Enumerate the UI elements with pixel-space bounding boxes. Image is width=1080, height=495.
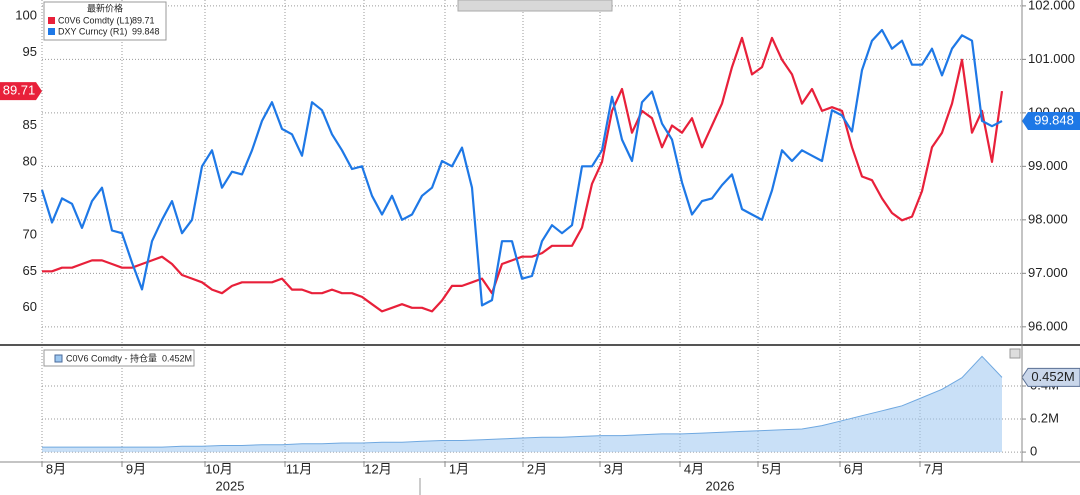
- y-tick-label: 70: [23, 226, 37, 241]
- legend: [43, 1, 167, 41]
- x-tick-label: 7月: [924, 461, 944, 476]
- y-tick-label: 0: [1030, 444, 1037, 459]
- x-tick-label: 11月: [286, 461, 313, 476]
- legend: [43, 349, 195, 367]
- x-tick-label: 9月: [126, 461, 146, 476]
- last-value-label: 89.71: [3, 83, 36, 98]
- last-value-label: 0.452M: [1031, 369, 1074, 384]
- line-series: [42, 36, 1004, 313]
- legend-swatch: [48, 17, 55, 24]
- marks-layer: [40, 28, 1004, 453]
- last-value-tag: [1021, 367, 1080, 387]
- y-tick-label: 75: [23, 190, 37, 205]
- x-tick-label: 3月: [604, 461, 624, 476]
- legend-swatch: [48, 28, 55, 35]
- year-label: 2026: [706, 478, 735, 493]
- y2-tick-label: 98.000: [1028, 211, 1068, 226]
- legend-label: C0V6 Comdty - 持仓量: [66, 352, 157, 363]
- y2-tick-label: 99.000: [1028, 158, 1068, 173]
- legend-value: 0.452M: [162, 353, 192, 363]
- y2-tick-label: 102.000: [1028, 0, 1075, 12]
- x-tick-label: 1月: [449, 461, 469, 476]
- year-label: 2025: [216, 478, 245, 493]
- x-tick-label: 5月: [762, 461, 782, 476]
- legend-label: DXY Curncy (R1): [58, 26, 127, 36]
- legend-title: 最新价格: [87, 2, 123, 13]
- last-value-tag: [1022, 111, 1080, 130]
- x-tick-label: 4月: [684, 461, 704, 476]
- x-tick-label: 2月: [527, 461, 547, 476]
- legend-swatch: [54, 354, 63, 363]
- y2-tick-label: 101.000: [1028, 51, 1075, 66]
- y-tick-label: 60: [23, 299, 37, 314]
- line-series: [40, 28, 1003, 307]
- legend-label: C0V6 Comdty (L1): [58, 15, 133, 25]
- x-tick-label: 10月: [205, 461, 232, 476]
- area-fill: [42, 356, 1002, 453]
- y-tick-label: 65: [23, 263, 37, 278]
- y-tick-label: 100: [15, 7, 37, 22]
- y-tick-label: 80: [23, 153, 37, 168]
- y-tick-label: 85: [23, 117, 37, 132]
- x-tick-label: 8月: [46, 461, 66, 476]
- y2-tick-label: 96.000: [1028, 318, 1068, 333]
- x-tick-label: 12月: [364, 461, 391, 476]
- x-tick-label: 6月: [844, 461, 864, 476]
- toolbar[interactable]: [457, 0, 613, 12]
- legend-value: 89.71: [132, 15, 155, 25]
- y2-tick-label: 97.000: [1028, 265, 1068, 280]
- area-series: [42, 355, 1003, 448]
- y-tick-label: 0.2M: [1030, 410, 1059, 425]
- y-tick-label: 95: [23, 44, 37, 59]
- panel-button[interactable]: [1009, 348, 1021, 359]
- legend-value: 99.848: [132, 26, 160, 36]
- last-value-tag: [0, 82, 42, 101]
- last-value-label: 99.848: [1034, 112, 1074, 127]
